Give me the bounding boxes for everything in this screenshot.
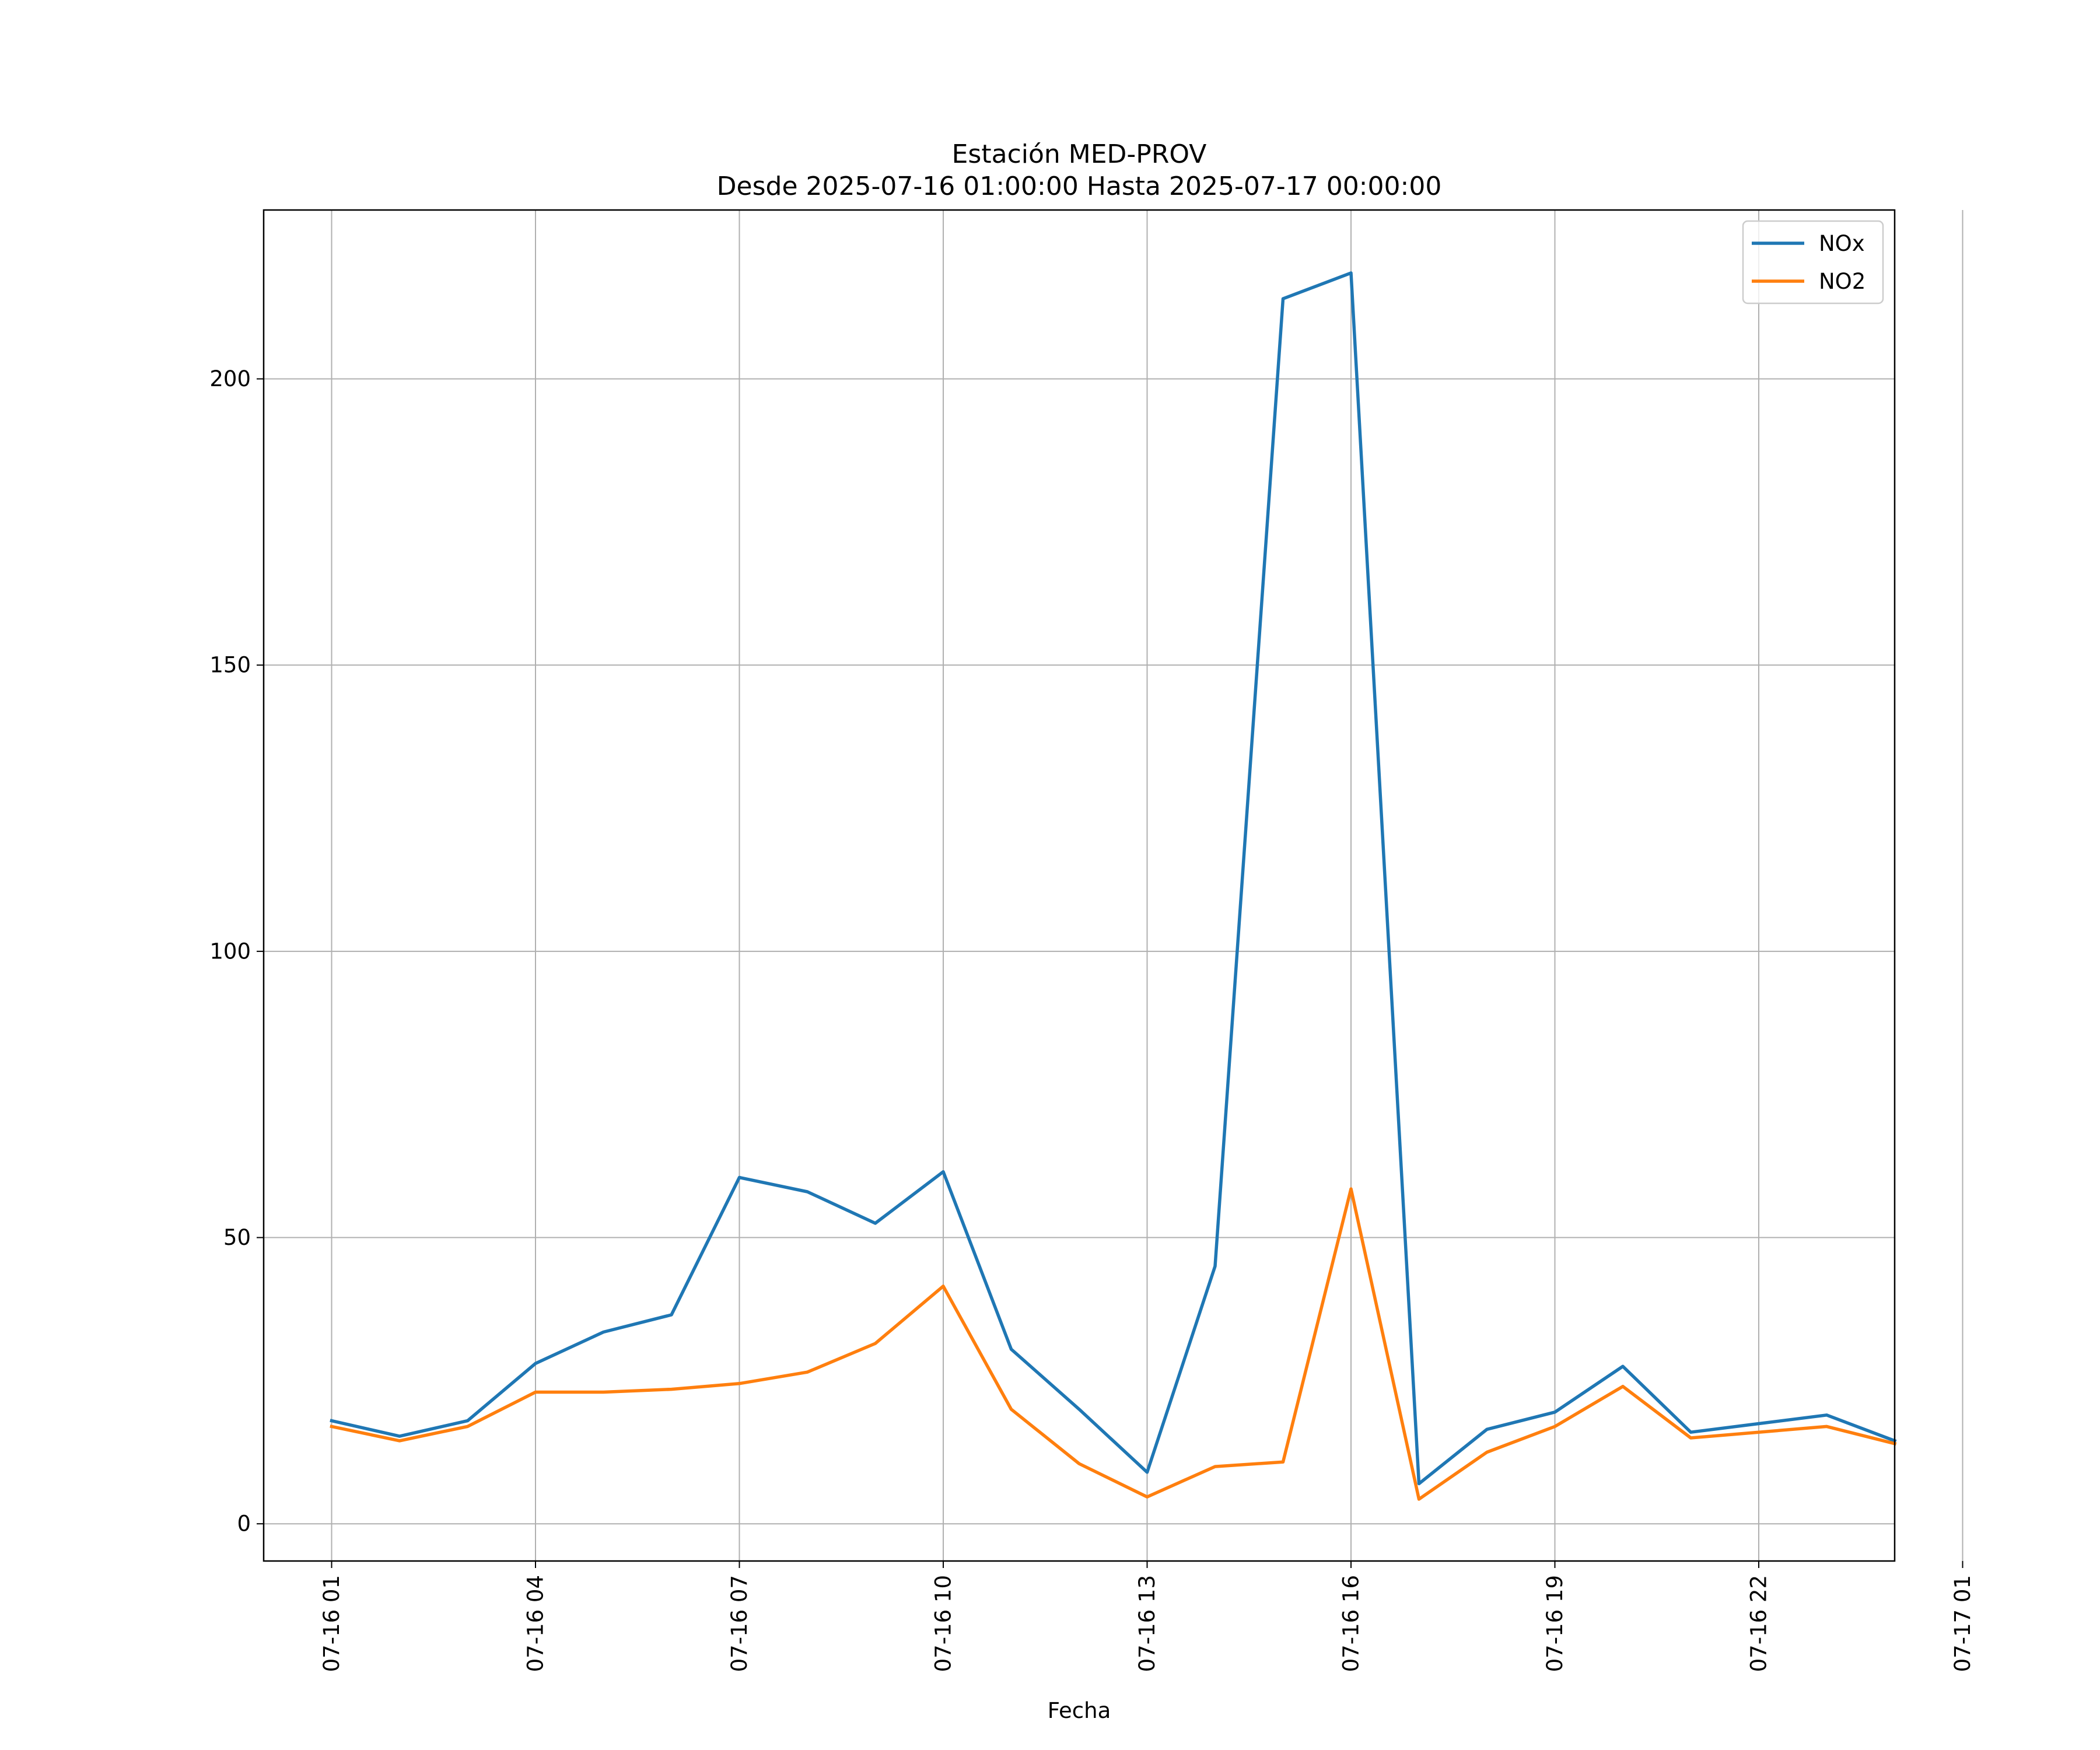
y-tick-label: 200 [209,366,251,391]
series-line-no2 [330,1187,1897,1501]
x-tick-label: 07-17 01 [1950,1575,1975,1672]
x-tick-label: 07-16 07 [727,1575,752,1672]
y-axis-ticks: 0 50 100 150 200 [209,366,264,1536]
x-tick-label: 07-16 16 [1339,1575,1364,1672]
series-lines [330,271,1897,1501]
legend: NOx NO2 [1742,220,1884,304]
x-tick-label: 07-16 19 [1542,1575,1567,1672]
y-tick-label: 0 [237,1511,251,1536]
grid [264,210,1964,1561]
plot-frame [262,209,1896,1562]
x-axis-label: Fecha [1048,1698,1111,1723]
legend-no2-label: NO2 [1819,269,1866,294]
x-tick-label: 07-16 10 [931,1575,956,1672]
y-tick-label: 150 [209,653,251,678]
x-tick-label: 07-16 01 [319,1575,344,1672]
x-tick-label: 07-16 04 [523,1575,548,1672]
legend-nox-label: NOx [1819,231,1865,256]
x-axis-ticks: 07-16 01 07-16 04 07-16 07 07-16 10 07-16 13… [319,1561,1975,1672]
x-tick-label: 07-16 22 [1746,1575,1772,1672]
x-tick-label: 07-16 13 [1135,1575,1160,1672]
y-tick-label: 50 [223,1225,251,1250]
chart-subtitle: Desde 2025-07-16 01:00:00 Hasta 2025-07-… [717,172,1442,201]
chart-title: Estación MED-PROV [952,139,1207,169]
series-line-nox [330,271,1897,1486]
y-tick-label: 100 [209,939,251,964]
